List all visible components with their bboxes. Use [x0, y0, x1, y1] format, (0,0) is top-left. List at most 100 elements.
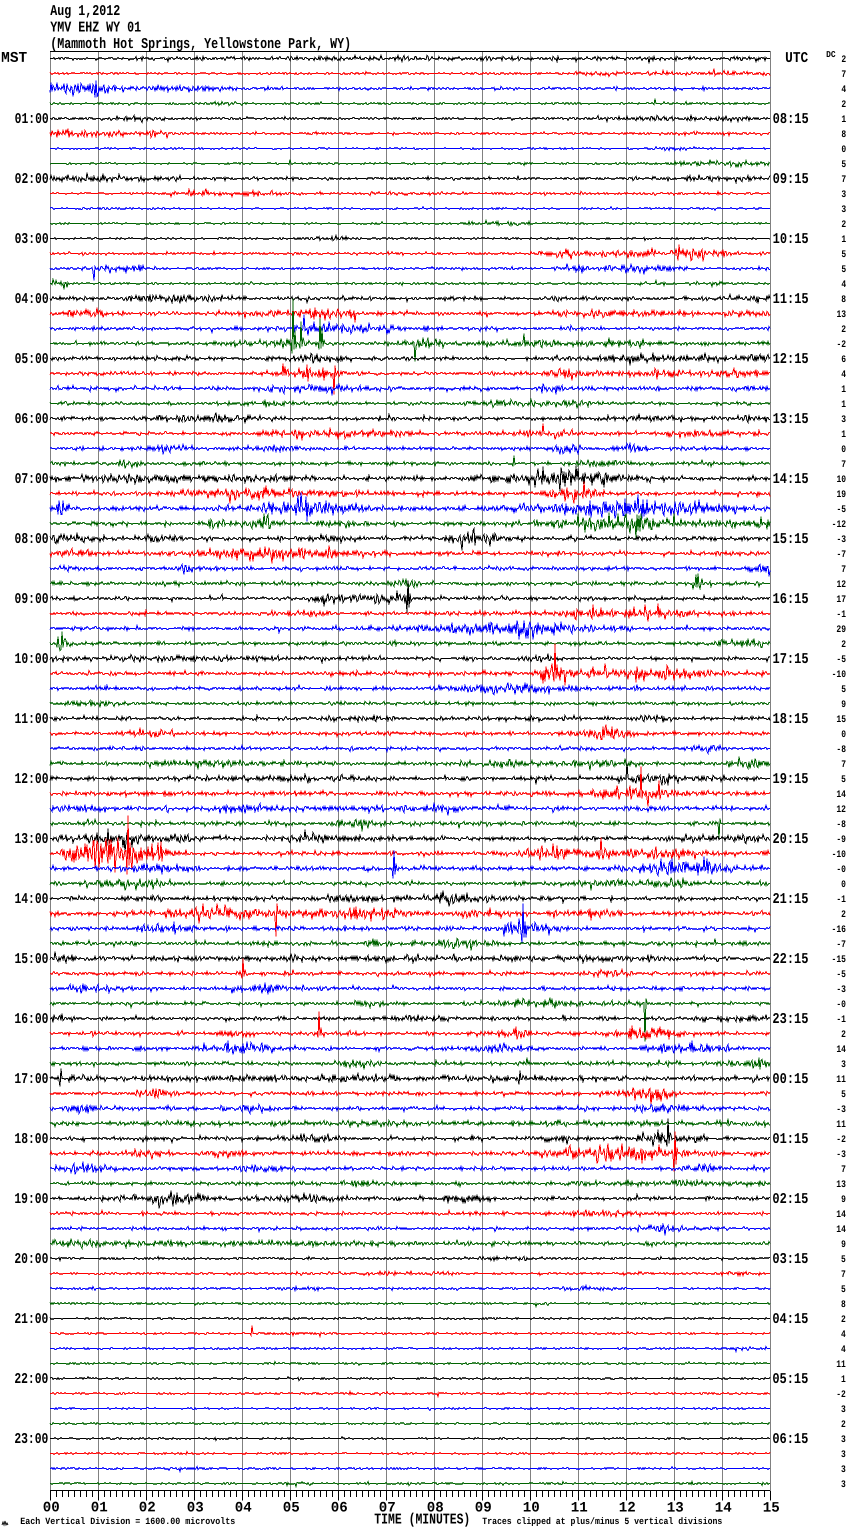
svg-text:07: 07 — [379, 1500, 396, 1516]
svg-text:YMV EHZ WY 01: YMV EHZ WY 01 — [50, 19, 141, 36]
svg-text:0: 0 — [841, 145, 846, 156]
svg-text:13: 13 — [667, 1501, 684, 1517]
svg-text:-0: -0 — [836, 1000, 846, 1011]
svg-text:-5: -5 — [836, 505, 846, 516]
svg-text:18:00: 18:00 — [14, 1131, 48, 1148]
svg-text:1: 1 — [841, 430, 846, 441]
svg-text:11: 11 — [571, 1501, 588, 1517]
svg-text:11:00: 11:00 — [15, 711, 49, 728]
svg-text:14: 14 — [836, 790, 846, 801]
svg-text:14: 14 — [715, 1501, 732, 1517]
svg-text:14:00: 14:00 — [14, 891, 48, 908]
svg-text:8: 8 — [841, 130, 846, 141]
svg-text:14: 14 — [836, 1210, 846, 1221]
svg-text:-3: -3 — [836, 1105, 846, 1116]
svg-text:23:00: 23:00 — [14, 1431, 48, 1448]
svg-text:14: 14 — [836, 1045, 846, 1056]
svg-text:5: 5 — [841, 1090, 846, 1101]
svg-text:17: 17 — [836, 595, 846, 606]
svg-text:01: 01 — [91, 1500, 108, 1516]
svg-text:Each Vertical Division = 1600.: Each Vertical Division = 1600.00 microvo… — [20, 1516, 235, 1527]
svg-text:-1: -1 — [836, 610, 846, 621]
svg-text:02: 02 — [139, 1500, 156, 1516]
svg-text:3: 3 — [841, 190, 846, 201]
svg-text:-10: -10 — [832, 670, 846, 681]
svg-text:20:00: 20:00 — [14, 1251, 48, 1268]
svg-text:03: 03 — [187, 1500, 204, 1516]
svg-text:-2: -2 — [836, 1135, 846, 1146]
svg-text:10: 10 — [523, 1501, 540, 1517]
svg-text:29: 29 — [836, 625, 846, 636]
svg-text:3: 3 — [841, 205, 846, 216]
svg-text:2: 2 — [841, 1420, 846, 1431]
svg-text:6: 6 — [841, 355, 846, 366]
svg-text:8: 8 — [841, 1300, 846, 1311]
svg-text:1: 1 — [841, 235, 846, 246]
svg-text:0: 0 — [841, 880, 846, 891]
svg-text:09:00: 09:00 — [15, 591, 49, 608]
svg-text:2: 2 — [841, 910, 846, 921]
svg-text:4: 4 — [841, 280, 846, 291]
svg-text:01:15: 01:15 — [772, 1131, 808, 1148]
svg-text:16:15: 16:15 — [773, 591, 809, 608]
svg-text:5: 5 — [841, 160, 846, 171]
svg-text:3: 3 — [841, 1060, 846, 1071]
svg-text:3: 3 — [841, 1465, 846, 1476]
svg-text:10: 10 — [836, 475, 846, 486]
svg-text:06:15: 06:15 — [772, 1431, 808, 1448]
svg-text:22:00: 22:00 — [14, 1371, 48, 1388]
svg-text:15:15: 15:15 — [773, 531, 809, 548]
svg-text:2: 2 — [841, 640, 846, 651]
svg-text:13: 13 — [837, 310, 847, 321]
svg-text:1: 1 — [841, 385, 846, 396]
svg-text:-7: -7 — [836, 940, 846, 951]
svg-text:09: 09 — [475, 1501, 492, 1517]
svg-text:2: 2 — [841, 55, 846, 66]
svg-text:14: 14 — [836, 1225, 846, 1236]
svg-text:17:15: 17:15 — [773, 651, 809, 668]
svg-text:7: 7 — [841, 460, 846, 471]
svg-text:7: 7 — [841, 1165, 846, 1176]
svg-text:-8: -8 — [836, 820, 846, 831]
svg-text:-10: -10 — [832, 850, 846, 861]
svg-text:2: 2 — [841, 325, 846, 336]
svg-text:05:15: 05:15 — [772, 1371, 808, 1388]
svg-text:06: 06 — [331, 1500, 348, 1516]
svg-text:-2: -2 — [837, 340, 847, 351]
svg-text:-5: -5 — [836, 970, 846, 981]
svg-text:7: 7 — [841, 760, 846, 771]
svg-text:18:15: 18:15 — [773, 711, 809, 728]
svg-text:15:00: 15:00 — [14, 951, 48, 968]
svg-text:03:00: 03:00 — [15, 231, 49, 248]
svg-text:10:15: 10:15 — [773, 231, 809, 248]
svg-text:5: 5 — [841, 265, 846, 276]
svg-text:2: 2 — [841, 100, 846, 111]
svg-text:4: 4 — [841, 1330, 846, 1341]
svg-text:-15: -15 — [832, 955, 846, 966]
svg-text:13:00: 13:00 — [14, 831, 48, 848]
svg-text:Traces clipped at plus/minus 5: Traces clipped at plus/minus 5 vertical … — [482, 1516, 722, 1527]
svg-text:17:00: 17:00 — [14, 1071, 48, 1088]
svg-text:11: 11 — [836, 1120, 846, 1131]
svg-text:15: 15 — [836, 715, 846, 726]
svg-text:10:00: 10:00 — [15, 651, 49, 668]
svg-text:02:15: 02:15 — [772, 1191, 808, 1208]
svg-text:04:00: 04:00 — [15, 291, 49, 308]
svg-text:4: 4 — [841, 370, 846, 381]
svg-text:5: 5 — [841, 685, 846, 696]
svg-text:-3: -3 — [836, 1150, 846, 1161]
svg-text:7: 7 — [841, 565, 846, 576]
svg-text:-8: -8 — [836, 745, 846, 756]
svg-text:1: 1 — [841, 1375, 846, 1386]
svg-text:7: 7 — [841, 175, 846, 186]
svg-text:Aug 1,2012: Aug 1,2012 — [50, 3, 120, 20]
svg-text:08: 08 — [427, 1501, 444, 1517]
svg-text:0: 0 — [841, 445, 846, 456]
svg-text:12:15: 12:15 — [773, 351, 809, 368]
svg-text:11: 11 — [836, 1075, 846, 1086]
svg-text:3: 3 — [841, 1405, 846, 1416]
svg-text:04:15: 04:15 — [772, 1311, 808, 1328]
svg-text:00: 00 — [43, 1500, 60, 1516]
svg-text:11: 11 — [836, 1360, 846, 1371]
svg-text:DC: DC — [826, 50, 836, 60]
